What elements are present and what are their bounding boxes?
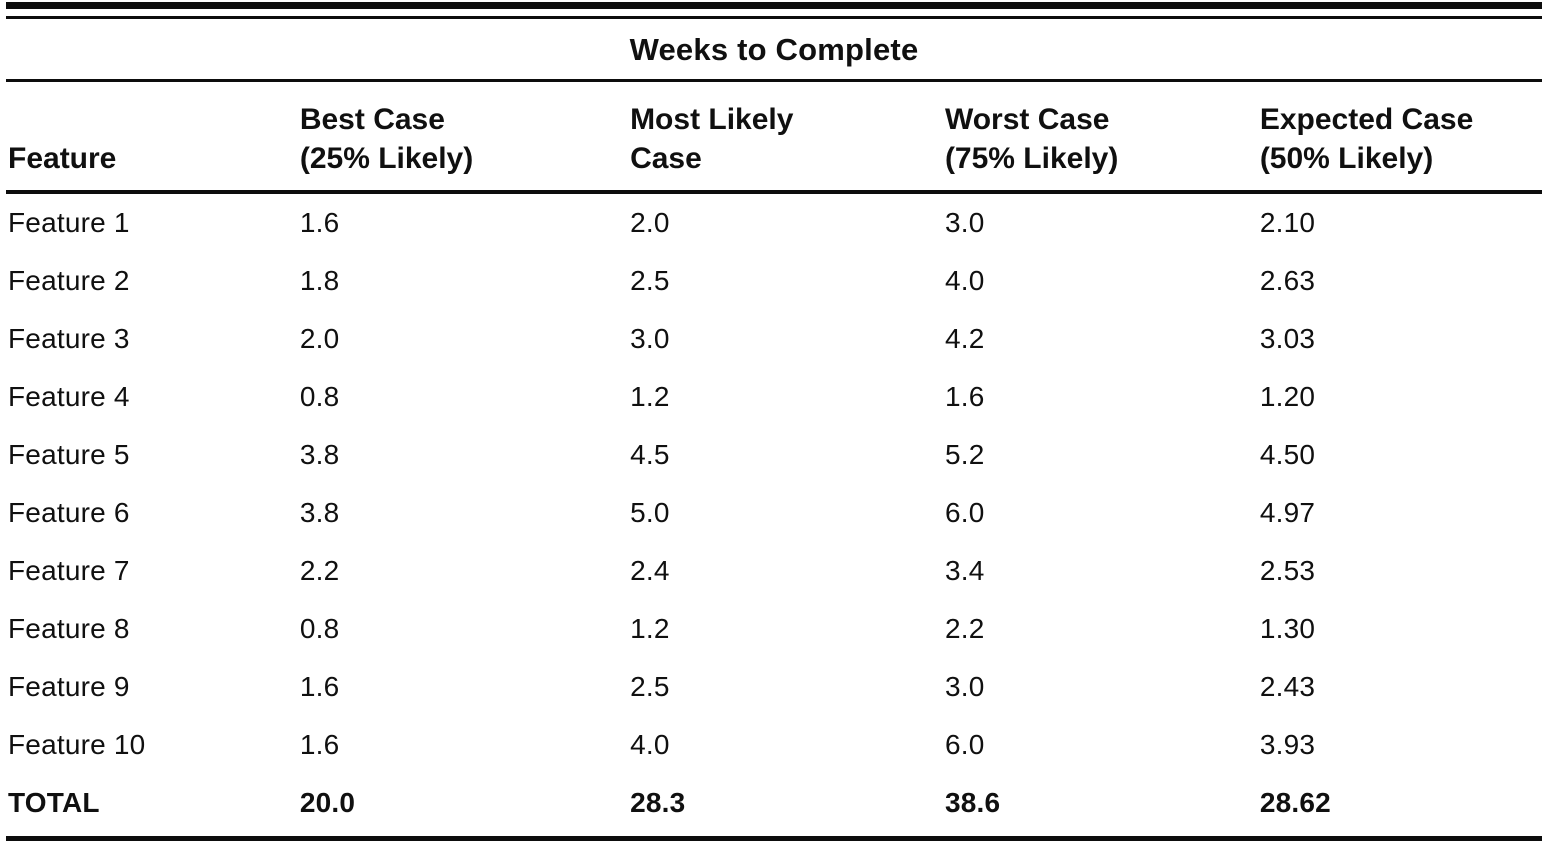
worst-case-cell: 5.2 (944, 439, 985, 470)
top-rule-outer (6, 2, 1542, 9)
most-likely-cell: 1.2 (630, 381, 670, 412)
most-likely-cell: 1.2 (630, 613, 670, 644)
best-case-cell: 1.8 (299, 265, 340, 296)
feature-name-cell: Feature 6 (8, 497, 130, 528)
feature-name-cell: Feature 2 (8, 265, 130, 296)
most-likely-cell: 2.4 (630, 555, 670, 586)
expected-case-cell: 4.50 (1259, 439, 1316, 470)
column-header-feature: Feature (6, 80, 298, 194)
best-case-cell: 0.8 (299, 381, 340, 412)
expected-case-cell: 2.43 (1259, 671, 1316, 702)
best-case-cell: 2.2 (299, 555, 340, 586)
most-likely-cell: 2.5 (630, 265, 670, 296)
best-case-cell: 3.8 (299, 497, 340, 528)
top-rule-inner (6, 16, 1542, 19)
feature-name-cell: Feature 7 (8, 555, 130, 586)
table-row: Feature 5 3.8 4.5 5.2 4.50 (6, 426, 1542, 484)
table-row: Feature 9 1.6 2.5 3.0 2.43 (6, 658, 1542, 716)
most-likely-cell: 3.0 (630, 323, 670, 354)
worst-case-cell: 6.0 (944, 729, 985, 760)
expected-case-cell: 2.53 (1259, 555, 1316, 586)
worst-case-cell: 3.4 (944, 555, 985, 586)
feature-name-cell: Feature 5 (8, 439, 130, 470)
feature-name-cell: Feature 1 (8, 207, 130, 238)
expected-case-cell: 1.30 (1259, 613, 1316, 644)
table-body: Feature 1 1.6 2.0 3.0 2.10 Feature 2 1.8… (6, 192, 1542, 834)
expected-case-cell: 3.93 (1259, 729, 1316, 760)
table-row: Feature 3 2.0 3.0 4.2 3.03 (6, 310, 1542, 368)
table-row: Feature 10 1.6 4.0 6.0 3.93 (6, 716, 1542, 774)
table-title: Weeks to Complete (6, 19, 1542, 82)
feature-name-cell: TOTAL (8, 787, 100, 818)
column-header-expected-case: Expected Case (50% Likely) (1257, 80, 1542, 194)
table-row: Feature 2 1.8 2.5 4.0 2.63 (6, 252, 1542, 310)
most-likely-cell: 5.0 (630, 497, 670, 528)
estimate-table: Weeks to Complete Feature Best Case (25%… (6, 19, 1542, 834)
expected-case-cell: 4.97 (1259, 497, 1316, 528)
column-header-most-likely: Most Likely Case (628, 80, 943, 194)
best-case-cell: 1.6 (299, 671, 340, 702)
worst-case-cell: 3.0 (944, 207, 985, 238)
worst-case-cell: 4.0 (944, 265, 985, 296)
best-case-cell: 1.6 (299, 207, 340, 238)
most-likely-cell: 2.5 (630, 671, 670, 702)
worst-case-cell: 3.0 (944, 671, 985, 702)
table-row: Feature 4 0.8 1.2 1.6 1.20 (6, 368, 1542, 426)
feature-name-cell: Feature 10 (8, 729, 146, 760)
most-likely-cell: 2.0 (630, 207, 670, 238)
table-title-row: Weeks to Complete (6, 19, 1542, 82)
feature-name-cell: Feature 8 (8, 613, 130, 644)
worst-case-cell: 1.6 (944, 381, 985, 412)
table-row: Feature 1 1.6 2.0 3.0 2.10 (6, 192, 1542, 252)
expected-case-cell: 2.63 (1259, 265, 1316, 296)
table-row: Feature 6 3.8 5.0 6.0 4.97 (6, 484, 1542, 542)
most-likely-cell: 28.3 (630, 787, 686, 818)
expected-case-cell: 28.62 (1259, 787, 1331, 818)
column-header-best-case: Best Case (25% Likely) (297, 80, 629, 194)
column-header-worst-case: Worst Case (75% Likely) (942, 80, 1258, 194)
table-header-row: Feature Best Case (25% Likely) Most Like… (6, 80, 1542, 194)
expected-case-cell: 1.20 (1259, 381, 1316, 412)
feature-name-cell: Feature 4 (8, 381, 130, 412)
expected-case-cell: 2.10 (1259, 207, 1316, 238)
table-row: Feature 7 2.2 2.4 3.4 2.53 (6, 542, 1542, 600)
feature-name-cell: Feature 3 (8, 323, 130, 354)
worst-case-cell: 38.6 (944, 787, 1001, 818)
bottom-rule (6, 836, 1542, 841)
most-likely-cell: 4.0 (630, 729, 670, 760)
table-row: Feature 8 0.8 1.2 2.2 1.30 (6, 600, 1542, 658)
best-case-cell: 1.6 (299, 729, 340, 760)
total-row: TOTAL 20.0 28.3 38.6 28.62 (6, 774, 1542, 834)
worst-case-cell: 4.2 (944, 323, 985, 354)
best-case-cell: 2.0 (299, 323, 340, 354)
worst-case-cell: 6.0 (944, 497, 985, 528)
most-likely-cell: 4.5 (630, 439, 670, 470)
best-case-cell: 0.8 (299, 613, 340, 644)
feature-name-cell: Feature 9 (8, 671, 130, 702)
worst-case-cell: 2.2 (944, 613, 985, 644)
best-case-cell: 3.8 (299, 439, 340, 470)
expected-case-cell: 3.03 (1259, 323, 1316, 354)
best-case-cell: 20.0 (299, 787, 356, 818)
